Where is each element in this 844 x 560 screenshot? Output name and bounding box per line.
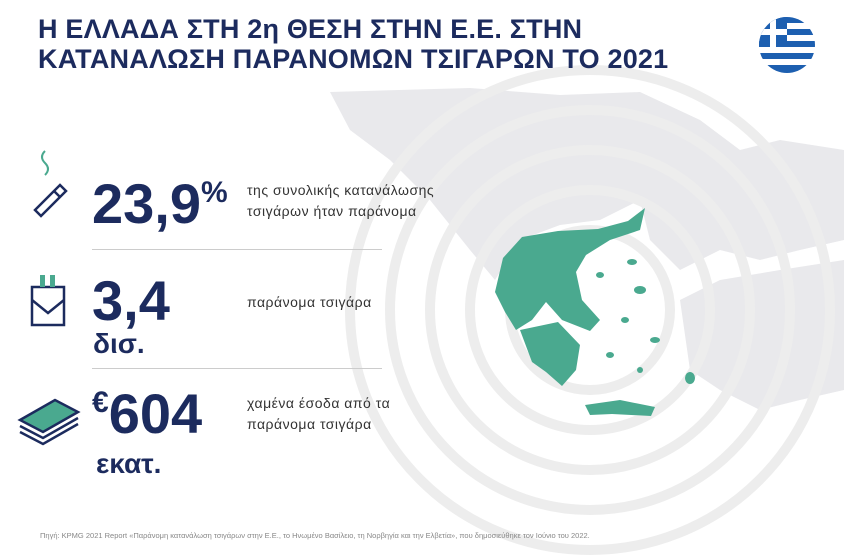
text: παράνομα τσιγάρα	[247, 416, 372, 432]
stat-unit: εκατ.	[96, 448, 162, 479]
stat-description: χαμένα έσοδα από τα παράνομα τσιγάρα	[247, 393, 390, 435]
title-line: ΚΑΤΑΝΑΛΩΣΗ ΠΑΡΑΝΟΜΩΝ ΤΣΙΓΑΡΩΝ ΤΟ 2021	[38, 44, 669, 74]
greece-map	[495, 208, 695, 416]
stat-description: παράνομα τσιγάρα	[247, 292, 372, 313]
separator	[92, 249, 382, 250]
text: χαμένα έσοδα από τα	[247, 395, 391, 411]
money-icon	[17, 398, 81, 446]
pack-icon	[30, 275, 66, 327]
stat-prefix: €	[92, 386, 109, 419]
land	[680, 260, 844, 410]
stat-value: 604	[108, 382, 203, 445]
title-line: Η ΕΛΛΑΔΑ ΣΤΗ 2η ΘΕΣΗ ΣΤΗΝ Ε.Ε. ΣΤΗΝ	[38, 14, 583, 44]
separator	[92, 368, 382, 369]
text: τσιγάρων ήταν παράνομα	[247, 203, 417, 219]
stat-description: της συνολικής κατανάλωσης τσιγάρων ήταν π…	[247, 180, 434, 222]
greek-flag	[759, 17, 815, 73]
title: Η ΕΛΛΑΔΑ ΣΤΗ 2η ΘΕΣΗ ΣΤΗΝ Ε.Ε. ΣΤΗΝ ΚΑΤΑ…	[38, 14, 668, 74]
stat-unit: δισ.	[93, 328, 145, 359]
stat-value: 23,9	[92, 172, 201, 235]
rings	[345, 65, 835, 555]
text: της συνολικής κατανάλωσης	[247, 182, 435, 198]
stat-value: 3,4	[92, 269, 170, 332]
land	[330, 88, 844, 280]
footnote: Πηγή: KPMG 2021 Report «Παράνομη κατανάλ…	[40, 531, 590, 540]
stat-suffix: %	[201, 176, 228, 209]
stat: 23,9%	[92, 176, 228, 232]
text: παράνομα τσιγάρα	[247, 294, 372, 310]
stat: €604	[92, 386, 202, 442]
cigarette-icon	[33, 150, 68, 218]
